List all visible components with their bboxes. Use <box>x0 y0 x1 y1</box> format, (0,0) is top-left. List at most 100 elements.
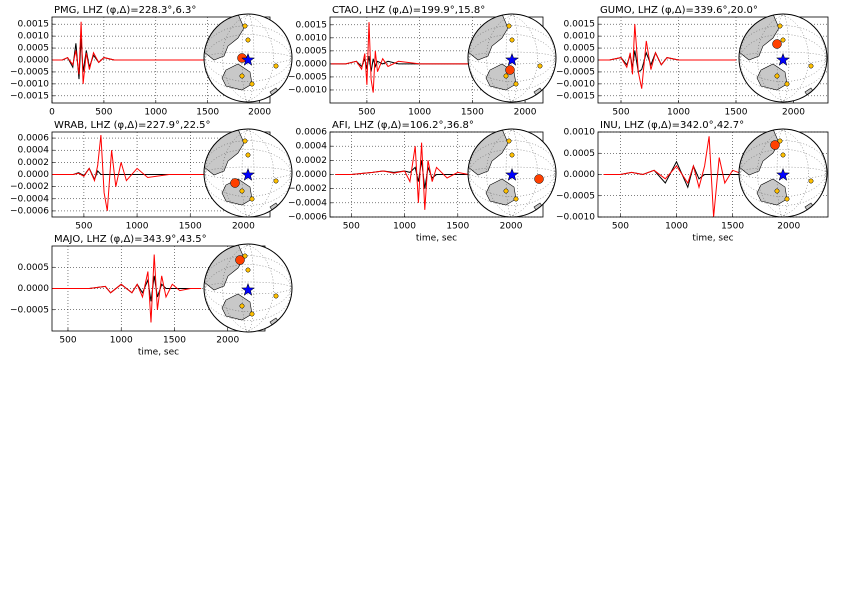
graticule <box>486 129 555 217</box>
y-tick-label: 0.0000 <box>564 170 596 180</box>
station <box>273 63 279 69</box>
graticule <box>468 25 556 82</box>
graticule <box>204 264 292 321</box>
y-tick-label: 0.0000 <box>18 170 50 180</box>
waveform <box>52 167 212 181</box>
station <box>784 196 790 202</box>
station <box>273 293 279 299</box>
x-tick-label: 2000 <box>216 336 239 346</box>
y-tick-label: −0.0010 <box>556 213 595 223</box>
station <box>245 37 251 43</box>
waveform <box>603 136 767 218</box>
graticule <box>468 149 556 206</box>
graticule <box>739 51 827 65</box>
y-tick-label: −0.0005 <box>556 67 595 77</box>
y-tick-label: 0.0000 <box>296 170 328 180</box>
x-tick-label: 500 <box>343 222 360 232</box>
graticule <box>757 14 826 102</box>
x-tick-label: 1000 <box>408 108 431 118</box>
x-tick-label: 1500 <box>196 108 219 118</box>
x-tick-label: 1500 <box>179 222 202 232</box>
station <box>777 138 783 144</box>
y-tick-label: 0.0005 <box>18 263 50 273</box>
y-tick-label: 0.0015 <box>296 20 328 30</box>
y-tick-label: −0.0004 <box>10 194 49 204</box>
station <box>509 37 515 43</box>
panel-title: CTAO, LHZ (φ,Δ)=199.9°,15.8° <box>332 5 485 16</box>
x-tick-label: 500 <box>95 108 112 118</box>
station <box>513 81 519 87</box>
graticule <box>469 129 538 217</box>
epicenter <box>241 282 255 296</box>
station <box>780 152 786 158</box>
x-tick-label: 500 <box>612 108 629 118</box>
waveform <box>599 24 736 89</box>
y-tick-label: −0.0015 <box>10 91 49 101</box>
panel-title: MAJO, LHZ (φ,Δ)=343.9°,43.5° <box>54 234 207 245</box>
station <box>245 152 251 158</box>
y-tick-label: −0.0010 <box>10 79 49 89</box>
graticule <box>739 25 827 82</box>
station <box>503 188 509 194</box>
graticule <box>740 129 809 217</box>
waveform <box>52 254 202 323</box>
x-axis-label: time, sec <box>138 348 179 358</box>
x-tick-label: 0 <box>49 108 55 118</box>
y-tick-label: 0.0006 <box>18 134 50 144</box>
station <box>808 63 814 69</box>
x-tick-label: 1500 <box>721 222 744 232</box>
y-tick-label: 0.0015 <box>564 20 596 30</box>
graticule <box>222 129 291 217</box>
station <box>249 196 255 202</box>
graticule <box>204 166 292 180</box>
x-tick-label: 1000 <box>144 108 167 118</box>
graticule <box>740 14 809 102</box>
graticule <box>468 166 556 180</box>
y-tick-label: 0.0005 <box>296 46 328 56</box>
y-tick-label: 0.0000 <box>564 56 596 66</box>
waveform <box>335 142 490 210</box>
station <box>537 63 543 69</box>
y-tick-label: −0.0004 <box>288 198 327 208</box>
y-tick-label: −0.0002 <box>10 182 49 192</box>
station <box>808 178 814 184</box>
epicenter <box>776 167 790 181</box>
x-tick-label: 1000 <box>665 222 688 232</box>
y-tick-label: 0.0010 <box>564 128 596 138</box>
x-tick-label: 500 <box>75 222 92 232</box>
station <box>242 23 248 29</box>
station <box>239 73 245 79</box>
globe-outline <box>203 13 293 103</box>
station <box>506 138 512 144</box>
station <box>509 152 515 158</box>
x-tick-label: 2000 <box>232 222 255 232</box>
y-tick-label: 0.0015 <box>18 20 50 30</box>
station <box>249 311 255 317</box>
y-tick-label: −0.0005 <box>288 72 327 82</box>
y-tick-label: 0.0002 <box>296 156 328 166</box>
station <box>777 23 783 29</box>
y-tick-label: 0.0002 <box>18 158 50 168</box>
globe-outline <box>738 128 828 218</box>
panel-title: AFI, LHZ (φ,Δ)=106.2°,36.8° <box>332 120 474 131</box>
station <box>774 188 780 194</box>
waveform <box>52 134 212 211</box>
y-tick-label: 0.0010 <box>564 32 596 42</box>
epicenter <box>241 52 255 66</box>
y-tick-label: 0.0000 <box>18 56 50 66</box>
x-tick-label: 1000 <box>126 222 149 232</box>
y-tick-label: 0.0010 <box>18 32 50 42</box>
y-tick-label: 0.0004 <box>18 146 50 156</box>
graticule <box>204 34 292 91</box>
graticule <box>204 149 292 206</box>
target-station <box>230 178 240 188</box>
target-station <box>534 174 544 184</box>
graticule <box>205 129 274 217</box>
y-tick-label: −0.0005 <box>556 191 595 201</box>
station <box>249 81 255 87</box>
x-tick-label: 2000 <box>514 108 537 118</box>
x-tick-label: 2000 <box>500 222 523 232</box>
waveform <box>52 21 208 84</box>
